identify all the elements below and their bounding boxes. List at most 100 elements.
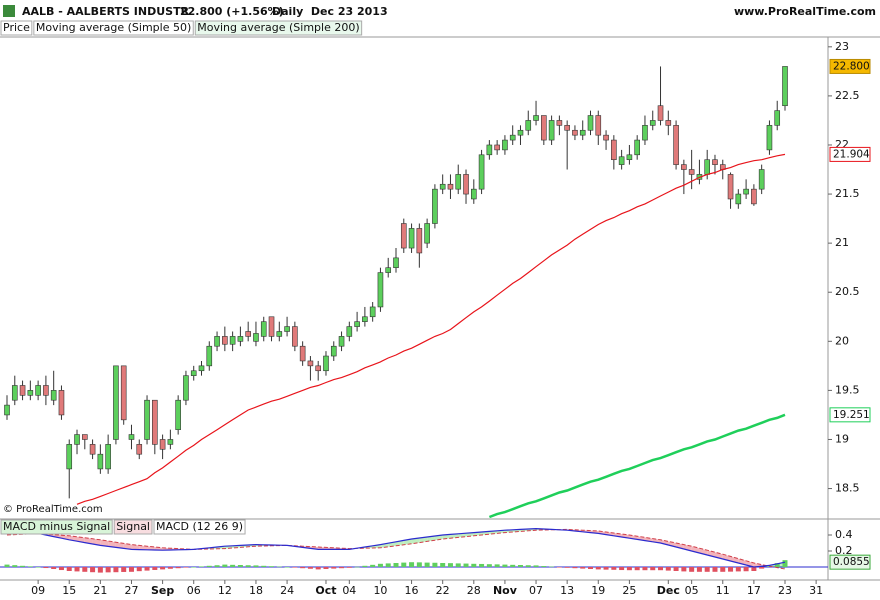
histogram-bar: [315, 567, 321, 570]
legend-label: MACD (12 26 9): [156, 520, 243, 533]
candle-body: [89, 444, 96, 455]
candle-body: [408, 228, 415, 249]
candle-body: [136, 444, 143, 455]
period: Daily Dec 23 2013: [272, 5, 388, 18]
candle-body: [369, 306, 376, 318]
candle-body: [276, 331, 283, 337]
histogram-bar: [136, 567, 142, 572]
value-label-box: [829, 58, 871, 74]
x-tick-label: Dec: [657, 584, 680, 597]
candle-body: [634, 139, 640, 156]
value-label-box: [829, 554, 871, 570]
candle-body: [144, 399, 150, 440]
histogram-bar: [595, 567, 601, 570]
x-tick-label: 10: [373, 584, 387, 597]
candle-body: [688, 169, 695, 175]
histogram-bar: [751, 567, 757, 571]
histogram-bar: [27, 566, 33, 567]
legend-box: [194, 20, 363, 36]
histogram-bar: [743, 567, 749, 572]
histogram-bar: [658, 567, 664, 571]
candle-body: [284, 326, 290, 332]
histogram-bar: [300, 567, 306, 569]
histogram-bar: [105, 567, 111, 573]
candle-body: [152, 399, 158, 445]
histogram-bar: [237, 565, 243, 567]
candle-body: [206, 345, 213, 367]
histogram-bar: [572, 567, 578, 569]
histogram-bar: [261, 565, 267, 567]
histogram-bar: [759, 567, 765, 569]
histogram-bar: [346, 567, 352, 568]
histogram-bar: [307, 567, 313, 569]
candle-body: [618, 156, 625, 165]
x-tick-label: Oct: [315, 584, 336, 597]
candle-body: [11, 385, 18, 401]
candle-body: [626, 154, 633, 161]
x-tick-label: Nov: [493, 584, 518, 597]
x-tick-label: 31: [809, 584, 823, 597]
x-tick-label: 23: [778, 584, 792, 597]
histogram-bar: [370, 564, 376, 567]
histogram-bar: [728, 567, 734, 572]
histogram-bar: [611, 567, 617, 570]
x-tick-label: 21: [93, 584, 107, 597]
y-tick-label: 20: [835, 334, 849, 347]
candle-body: [113, 365, 119, 440]
macd-fill: [154, 547, 163, 551]
candle-body: [494, 144, 500, 151]
candle-body: [175, 399, 181, 430]
x-tick-label: 27: [124, 584, 138, 597]
histogram-bar: [74, 567, 80, 572]
x-tick-label: 12: [218, 584, 232, 597]
histogram-bar: [440, 563, 446, 567]
histogram-bar: [541, 566, 547, 567]
candle-body: [673, 125, 679, 165]
histogram-bar: [463, 563, 469, 567]
histogram-bar: [447, 563, 453, 567]
price-panel: [4, 66, 788, 518]
x-tick-label: 22: [436, 584, 450, 597]
candle-body: [541, 115, 547, 141]
histogram-bar: [424, 562, 430, 567]
histogram-bar: [230, 564, 236, 567]
candle-body: [743, 188, 749, 195]
candle-body: [587, 115, 594, 131]
histogram-bar: [502, 564, 508, 567]
value-label: 19.251: [833, 409, 870, 421]
candle-body: [330, 345, 337, 357]
candle-body: [564, 125, 570, 131]
line: [76, 153, 786, 505]
candle-body: [362, 316, 368, 322]
legend-label: Price: [3, 21, 30, 34]
macd-fill: [61, 535, 70, 540]
histogram-bar: [650, 567, 656, 571]
histogram-bar: [284, 567, 290, 568]
candle-body: [478, 154, 485, 190]
candle-body: [517, 129, 524, 136]
histogram-bar: [113, 567, 119, 573]
histogram-bar: [603, 567, 609, 570]
histogram-bar: [362, 565, 368, 567]
histogram-bar: [642, 567, 648, 571]
candle-body: [657, 105, 664, 121]
histogram-bar: [665, 567, 671, 571]
candle-body: [377, 272, 384, 308]
candle-body: [782, 66, 788, 107]
histogram-bar: [525, 565, 531, 567]
histogram-bar: [167, 567, 173, 569]
candle-body: [751, 188, 757, 205]
histogram-bar: [533, 565, 539, 567]
candle-body: [299, 345, 306, 362]
histogram-bar: [35, 567, 41, 568]
histogram-bar: [626, 567, 632, 571]
candle-body: [385, 267, 392, 273]
candle-body: [525, 120, 532, 131]
candle-body: [82, 434, 88, 440]
x-tick-label: 05: [685, 584, 699, 597]
candle-body: [502, 139, 508, 151]
candle-body: [338, 336, 345, 347]
histogram-bar: [580, 567, 586, 569]
histogram-bar: [774, 563, 780, 567]
